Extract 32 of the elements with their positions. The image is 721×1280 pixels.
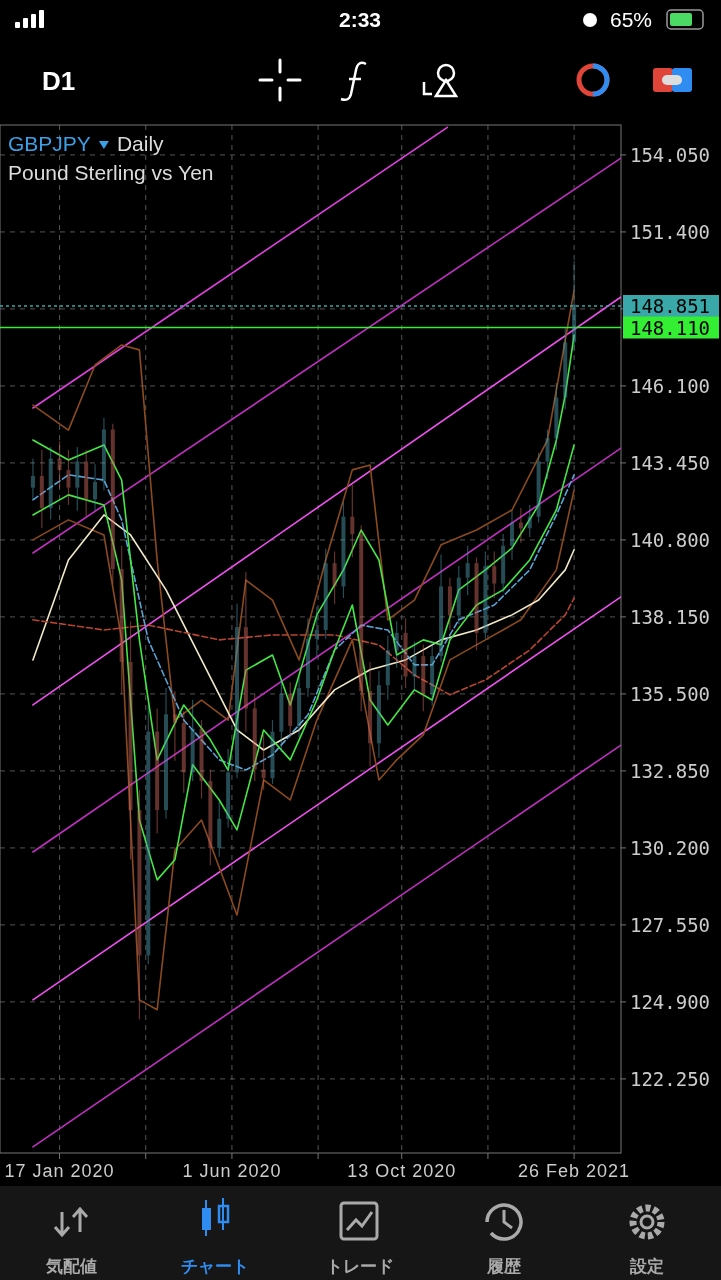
chart-title: GBPJPY [8,132,91,155]
text: トレード [326,1257,394,1276]
line-series [32,514,575,751]
y-tick-label: 146.100 [629,374,711,397]
text: 気配値 [44,1257,97,1276]
line-series [32,489,575,1011]
text: Pound Sterling vs Yen [8,161,214,184]
x-tick-label: 26 Feb 2021 [518,1161,631,1181]
x-tick-label: 17 Jan 2020 [4,1161,115,1181]
y-tick-label: 138.150 [629,605,711,628]
text: 2:33 [338,8,382,31]
y-tick-label: 140.800 [629,528,711,551]
y-tick-label: 132.850 [629,759,711,782]
y-tick-label: 122.250 [629,1067,711,1090]
x-tick-label: 13 Oct 2020 [347,1161,457,1181]
y-tick-label: 127.550 [629,913,711,936]
text: チャート [181,1257,249,1276]
y-tick-label: 154.050 [629,143,711,166]
y-tick-label: 151.400 [629,220,711,243]
y-tick-label: 143.450 [629,451,711,474]
text: D1 [42,66,76,96]
line-series [32,597,575,696]
text: 設定 [629,1257,664,1276]
annotation: Daily [116,132,165,155]
ref-line-label: 148.110 [629,316,711,339]
y-tick-label: 135.500 [629,682,711,705]
y-tick-label: 124.900 [629,990,711,1013]
y-tick-label: 130.200 [629,836,711,859]
text: 履歴 [486,1257,521,1276]
x-tick-label: 1 Jun 2020 [182,1161,282,1181]
text: 65% [610,8,653,31]
ref-line-label: 148.851 [629,294,711,317]
